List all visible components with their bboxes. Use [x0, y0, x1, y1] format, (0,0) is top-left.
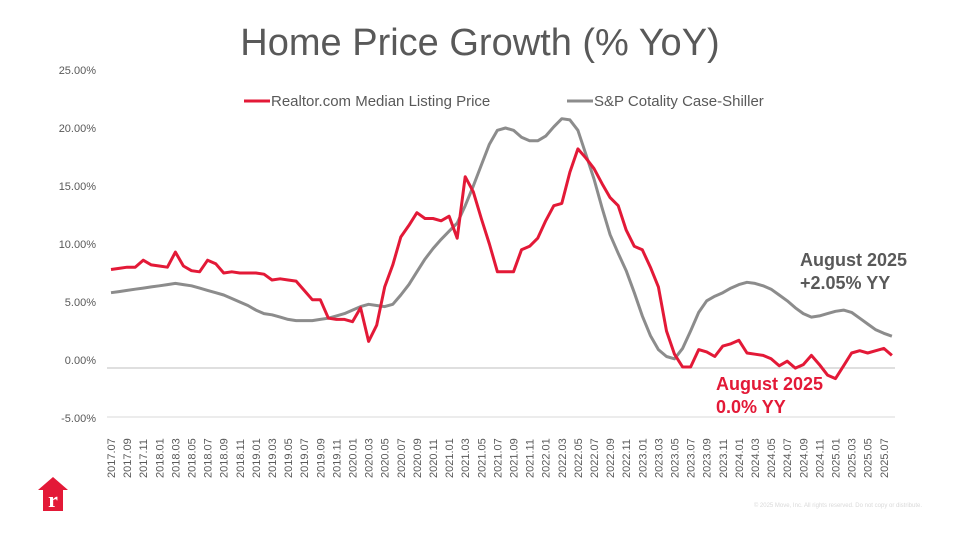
x-tick-label: 2019.11 — [331, 439, 343, 478]
svg-text:r: r — [48, 487, 58, 511]
x-tick-label: 2024.11 — [814, 439, 826, 478]
x-tick-label: 2018.11 — [235, 439, 247, 478]
x-tick-label: 2022.03 — [557, 438, 569, 478]
x-tick-label: 2019.01 — [251, 438, 263, 478]
x-tick-label: 2019.03 — [267, 438, 279, 478]
annotation-realtor-line2: 0.0% YY — [716, 397, 786, 417]
x-tick-label: 2025.01 — [831, 438, 843, 478]
y-tick-label: -5.00% — [61, 413, 96, 425]
x-tick-label: 2017.11 — [138, 439, 150, 478]
x-tick-label: 2023.07 — [686, 438, 698, 478]
x-tick-label: 2021.11 — [525, 439, 537, 478]
legend-item-realtor[interactable]: Realtor.com Median Listing Price — [244, 93, 490, 110]
legend-item-case-shiller[interactable]: S&P Cotality Case-Shiller — [567, 93, 764, 110]
x-tick-label: 2024.07 — [782, 438, 794, 478]
x-tick-label: 2022.01 — [541, 438, 553, 478]
annotation-case-shiller-line1: August 2025 — [800, 250, 907, 270]
copyright-footer: © 2025 Move, Inc. All rights reserved. D… — [753, 503, 922, 509]
x-axis: 2017.07 2017.09 2017.11 2018.01 2018.03 2018.… — [106, 438, 891, 478]
legend: Realtor.com Median Listing Price S&P Cot… — [244, 93, 764, 110]
realtor-logo-icon: r — [38, 477, 68, 511]
x-tick-label: 2017.09 — [122, 438, 134, 478]
x-tick-label: 2025.03 — [847, 438, 859, 478]
x-tick-label: 2022.11 — [621, 439, 633, 478]
x-tick-label: 2024.05 — [766, 438, 778, 478]
x-tick-label: 2020.07 — [396, 438, 408, 478]
x-tick-label: 2022.05 — [573, 438, 585, 478]
x-tick-label: 2019.05 — [283, 438, 295, 478]
x-tick-label: 2018.07 — [203, 438, 215, 478]
x-tick-label: 2020.11 — [428, 439, 440, 478]
y-tick-label: 25.00% — [59, 65, 97, 77]
x-tick-label: 2024.01 — [734, 438, 746, 478]
x-tick-label: 2018.01 — [154, 438, 166, 478]
x-tick-label: 2021.07 — [492, 438, 504, 478]
x-tick-label: 2025.07 — [879, 438, 891, 478]
series-line-realtor-com-median-listing-price — [110, 147, 893, 381]
annotation-realtor-line1: August 2025 — [716, 374, 823, 394]
x-tick-label: 2019.09 — [315, 438, 327, 478]
x-tick-label: 2022.07 — [589, 438, 601, 478]
x-tick-label: 2018.03 — [170, 438, 182, 478]
x-tick-label: 2018.05 — [187, 438, 199, 478]
x-tick-label: 2021.09 — [509, 438, 521, 478]
x-tick-label: 2023.05 — [670, 438, 682, 478]
chart-title: Home Price Growth (% YoY) — [240, 22, 720, 64]
x-tick-label: 2020.05 — [380, 438, 392, 478]
y-tick-label: 5.00% — [65, 297, 96, 309]
annotation-case-shiller-line2: +2.05% YY — [800, 273, 890, 293]
legend-label-realtor: Realtor.com Median Listing Price — [271, 93, 490, 110]
x-tick-label: 2021.01 — [444, 438, 456, 478]
x-tick-label: 2025.05 — [863, 438, 875, 478]
x-tick-label: 2019.07 — [299, 438, 311, 478]
x-tick-label: 2024.03 — [750, 438, 762, 478]
x-tick-label: 2020.01 — [348, 438, 360, 478]
x-tick-label: 2022.09 — [605, 438, 617, 478]
x-tick-label: 2023.03 — [653, 438, 665, 478]
x-tick-label: 2021.03 — [460, 438, 472, 478]
x-tick-label: 2023.01 — [637, 438, 649, 478]
x-tick-label: 2023.09 — [702, 438, 714, 478]
y-tick-label: 10.00% — [59, 239, 97, 251]
x-tick-label: 2017.07 — [106, 438, 118, 478]
x-tick-label: 2024.09 — [798, 438, 810, 478]
y-axis: 25.00% 20.00% 15.00% 10.00% 5.00% 0.00% -5.00% — [59, 65, 97, 425]
legend-label-case-shiller: S&P Cotality Case-Shiller — [594, 93, 764, 110]
series-layer — [110, 117, 893, 381]
y-tick-label: 0.00% — [65, 355, 96, 367]
y-tick-label: 15.00% — [59, 181, 97, 193]
annotation-case-shiller: August 2025 +2.05% YY — [800, 250, 907, 293]
x-tick-label: 2021.05 — [476, 438, 488, 478]
x-tick-label: 2020.09 — [412, 438, 424, 478]
x-tick-label: 2023.11 — [718, 439, 730, 478]
y-tick-label: 20.00% — [59, 123, 97, 135]
annotation-realtor: August 2025 0.0% YY — [716, 374, 823, 417]
x-tick-label: 2020.03 — [364, 438, 376, 478]
series-line-s-p-cotality-case-shiller — [110, 117, 893, 361]
x-tick-label: 2018.09 — [219, 438, 231, 478]
